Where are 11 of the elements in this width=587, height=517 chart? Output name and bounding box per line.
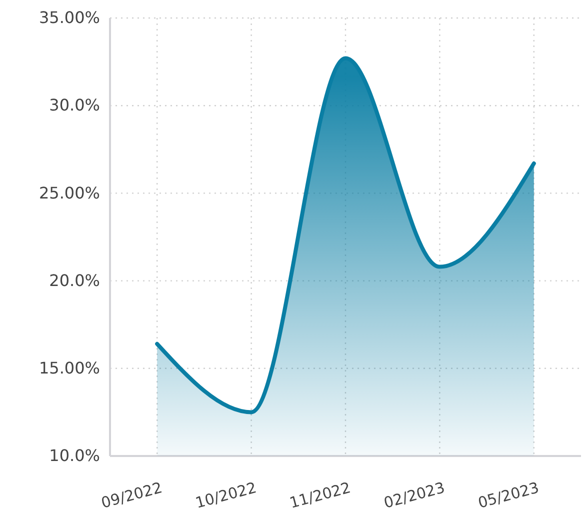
x-tick-label: 10/2022 xyxy=(193,478,258,512)
y-tick-label: 20.0% xyxy=(49,270,100,290)
y-tick-label: 15.00% xyxy=(38,358,100,378)
y-tick-label: 35.00% xyxy=(38,8,100,28)
y-tick-label: 10.0% xyxy=(49,446,100,466)
y-tick-label: 30.0% xyxy=(49,96,100,115)
x-tick-label: 09/2022 xyxy=(99,478,164,512)
x-tick-label: 05/2023 xyxy=(476,478,541,512)
x-tick-label: 11/2022 xyxy=(288,478,353,512)
y-tick-label: 25.00% xyxy=(38,183,100,202)
x-tick-label: 02/2023 xyxy=(382,478,447,512)
